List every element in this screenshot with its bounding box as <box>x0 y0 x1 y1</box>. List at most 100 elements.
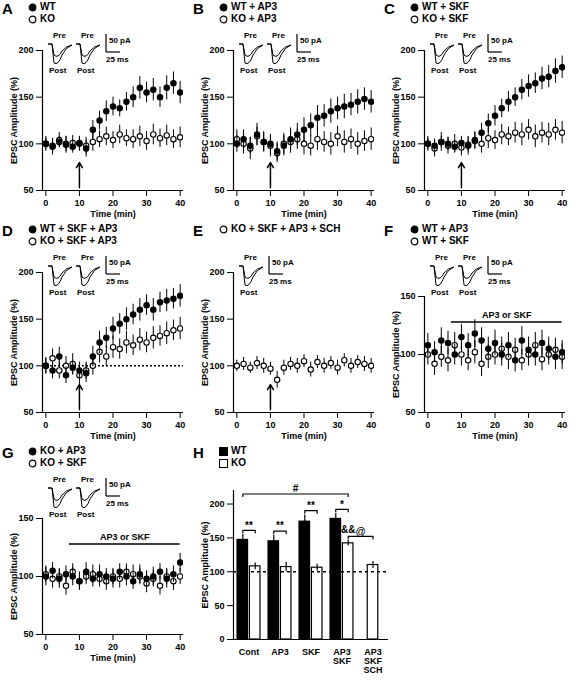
svg-text:30: 30 <box>333 198 343 208</box>
svg-text:10: 10 <box>265 420 275 430</box>
svg-text:25 ms: 25 ms <box>106 499 129 508</box>
svg-text:Post: Post <box>49 510 67 518</box>
svg-text:25 ms: 25 ms <box>488 55 511 64</box>
svg-text:20: 20 <box>108 642 118 652</box>
svg-text:EPSC Amplitude (%): EPSC Amplitude (%) <box>391 311 401 398</box>
svg-text:0: 0 <box>234 198 239 208</box>
svg-text:Pre: Pre <box>272 31 285 40</box>
svg-text:Time (min): Time (min) <box>90 653 135 663</box>
svg-text:150: 150 <box>209 314 224 324</box>
svg-text:200: 200 <box>18 45 33 55</box>
svg-text:10: 10 <box>74 642 84 652</box>
svg-text:100: 100 <box>18 361 33 371</box>
svg-text:30: 30 <box>524 420 534 430</box>
svg-text:10: 10 <box>456 420 466 430</box>
svg-text:100: 100 <box>400 139 415 149</box>
svg-text:Post: Post <box>77 510 95 518</box>
svg-text:50: 50 <box>214 601 224 611</box>
svg-text:100: 100 <box>209 567 224 577</box>
svg-text:50 pA: 50 pA <box>272 258 294 267</box>
svg-text:25 ms: 25 ms <box>106 55 129 64</box>
svg-text:150: 150 <box>18 92 33 102</box>
svg-text:Pre: Pre <box>435 31 448 40</box>
svg-text:40: 40 <box>366 420 376 430</box>
svg-text:EPSC Amplitude (%): EPSC Amplitude (%) <box>9 299 19 386</box>
svg-text:30: 30 <box>524 198 534 208</box>
svg-text:50 pA: 50 pA <box>491 258 513 267</box>
svg-text:0: 0 <box>43 642 48 652</box>
svg-text:40: 40 <box>557 198 567 208</box>
svg-text:Post: Post <box>459 288 477 296</box>
svg-text:0: 0 <box>234 420 239 430</box>
svg-text:Pre: Pre <box>244 31 257 40</box>
svg-text:25 ms: 25 ms <box>269 277 292 286</box>
svg-text:20: 20 <box>490 198 500 208</box>
svg-text:150: 150 <box>18 314 33 324</box>
svg-text:20: 20 <box>490 420 500 430</box>
svg-text:25 ms: 25 ms <box>106 277 129 286</box>
svg-text:Cont: Cont <box>239 647 260 657</box>
svg-text:40: 40 <box>557 420 567 430</box>
svg-text:**: ** <box>276 520 284 531</box>
svg-text:200: 200 <box>18 267 33 277</box>
svg-text:10: 10 <box>74 420 84 430</box>
svg-text:Pre: Pre <box>463 253 476 262</box>
svg-text:Pre: Pre <box>53 253 66 262</box>
svg-text:EPSC Amplitude (%): EPSC Amplitude (%) <box>9 77 19 164</box>
svg-text:100: 100 <box>18 571 33 581</box>
svg-text:Post: Post <box>49 288 67 296</box>
svg-text:Post: Post <box>431 288 449 296</box>
svg-text:150: 150 <box>209 92 224 102</box>
svg-text:EPSC Amplitude (%): EPSC Amplitude (%) <box>391 77 401 164</box>
svg-text:40: 40 <box>175 198 185 208</box>
svg-text:150: 150 <box>18 513 33 523</box>
svg-text:Post: Post <box>240 66 258 74</box>
svg-text:Pre: Pre <box>53 31 66 40</box>
svg-text:Post: Post <box>77 288 95 296</box>
svg-text:0: 0 <box>425 198 430 208</box>
svg-text:Time (min): Time (min) <box>281 431 326 441</box>
svg-text:**: ** <box>245 520 253 531</box>
svg-text:30: 30 <box>142 198 152 208</box>
svg-text:Pre: Pre <box>81 475 94 484</box>
svg-text:**: ** <box>307 500 315 511</box>
svg-text:200: 200 <box>209 499 224 509</box>
svg-text:150: 150 <box>400 92 415 102</box>
svg-text:50: 50 <box>23 407 33 417</box>
svg-text:Pre: Pre <box>53 475 66 484</box>
svg-text:20: 20 <box>108 198 118 208</box>
svg-text:EPSC Amplitude (%): EPSC Amplitude (%) <box>200 299 210 386</box>
svg-text:50 pA: 50 pA <box>109 258 131 267</box>
svg-text:150: 150 <box>400 291 415 301</box>
svg-text:Pre: Pre <box>81 253 94 262</box>
svg-text:Pre: Pre <box>81 31 94 40</box>
svg-text:40: 40 <box>366 198 376 208</box>
svg-text:20: 20 <box>299 198 309 208</box>
svg-text:50 pA: 50 pA <box>109 480 131 489</box>
svg-text:EPSC Amplitude (%): EPSC Amplitude (%) <box>9 533 19 620</box>
svg-text:30: 30 <box>142 642 152 652</box>
svg-text:100: 100 <box>209 139 224 149</box>
svg-text:0: 0 <box>425 420 430 430</box>
svg-text:50: 50 <box>214 407 224 417</box>
svg-text:Time (min): Time (min) <box>281 209 326 219</box>
svg-text:#: # <box>293 483 299 494</box>
svg-text:Post: Post <box>77 66 95 74</box>
svg-text:40: 40 <box>175 420 185 430</box>
svg-text:50 pA: 50 pA <box>300 36 322 45</box>
svg-text:150: 150 <box>209 533 224 543</box>
svg-text:0: 0 <box>43 420 48 430</box>
svg-text:EPSC Amplitude (%): EPSC Amplitude (%) <box>200 77 210 164</box>
svg-text:25 ms: 25 ms <box>488 277 511 286</box>
svg-text:&&: && <box>341 524 355 535</box>
svg-text:20: 20 <box>299 420 309 430</box>
svg-text:AP3SKF: AP3SKF <box>333 647 352 666</box>
svg-text:Time (min): Time (min) <box>90 209 135 219</box>
svg-text:50: 50 <box>23 185 33 195</box>
svg-text:Post: Post <box>268 66 286 74</box>
svg-text:*: * <box>340 499 344 510</box>
svg-text:40: 40 <box>175 642 185 652</box>
svg-text:50: 50 <box>405 407 415 417</box>
svg-text:Time (min): Time (min) <box>472 209 517 219</box>
svg-text:Time (min): Time (min) <box>90 431 135 441</box>
